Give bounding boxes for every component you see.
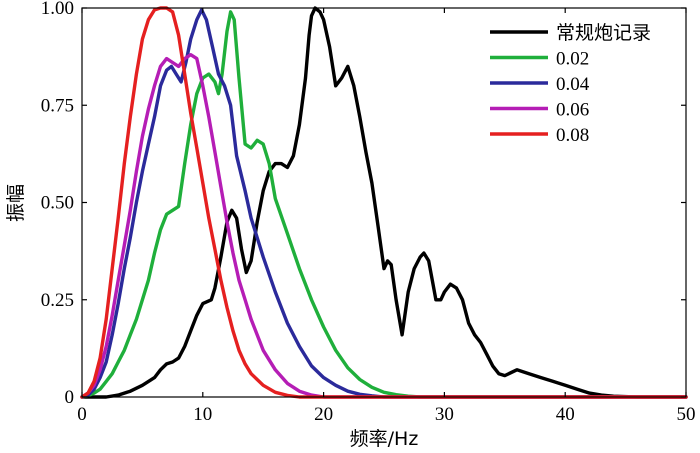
x-tick-label: 50 (677, 404, 696, 425)
y-tick-label: 1.00 (41, 0, 74, 19)
series-line-0 (80, 6, 688, 399)
legend-label-3: 0.06 (556, 100, 589, 121)
legend: 常规炮记录 0.02 0.04 0.06 0.08 (490, 22, 651, 146)
ticks-layer: 0 10 20 30 40 50 0 0.25 0.50 0.75 1.00 (41, 0, 696, 425)
series-line-3 (80, 53, 688, 399)
series-line-1 (80, 10, 688, 399)
x-axis-title: 频率/Hz (350, 428, 419, 450)
legend-label-0: 常规炮记录 (556, 22, 651, 44)
x-tick-label: 40 (556, 404, 575, 425)
x-tick-label: 30 (435, 404, 454, 425)
x-tick-label: 10 (193, 404, 212, 425)
y-tick-label: 0.50 (41, 193, 74, 214)
series-layer (80, 6, 688, 399)
legend-label-4: 0.08 (556, 125, 589, 146)
x-tick-label: 0 (77, 404, 87, 425)
legend-label-1: 0.02 (556, 49, 589, 70)
series-line-4 (80, 6, 688, 399)
y-tick-label: 0 (65, 387, 75, 408)
legend-label-2: 0.04 (556, 74, 590, 95)
y-tick-label: 0.25 (41, 290, 74, 311)
x-tick-label: 20 (314, 404, 333, 425)
y-tick-label: 0.75 (41, 95, 74, 116)
y-axis-title: 振幅 (5, 184, 27, 222)
series-line-2 (80, 8, 688, 399)
